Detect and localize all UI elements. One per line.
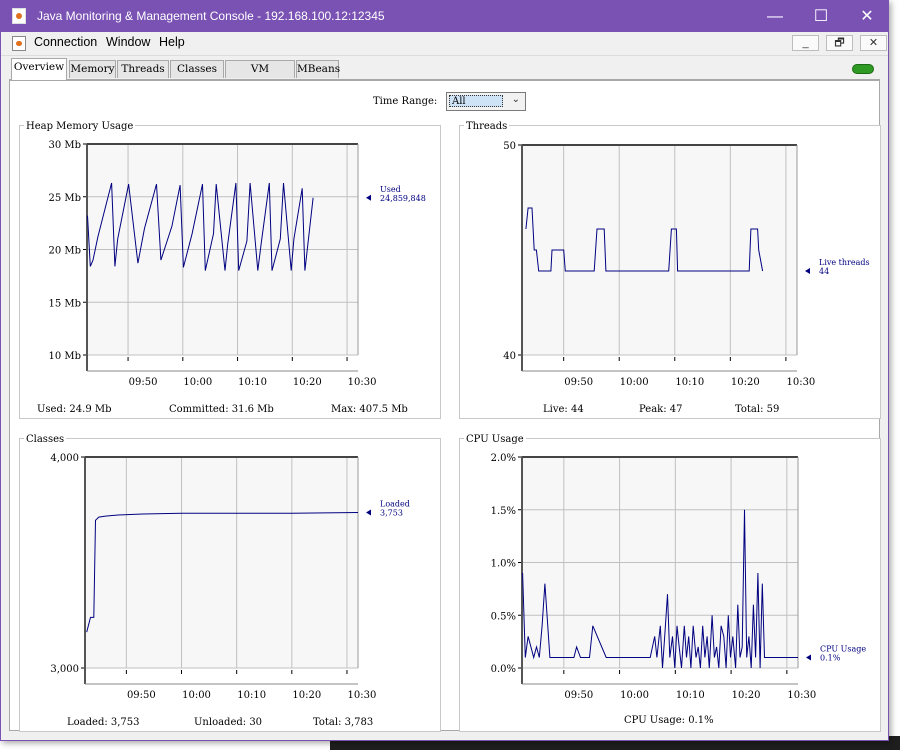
classes-chart: 4,000 3,000 09:50 10:00 10:10 10:20 10:30 Loade… [50,453,410,701]
menu-help[interactable]: Help [159,35,185,49]
cpu-x-tick-label: 10:30 [787,690,816,701]
threads-total-stat: Total: 59 [735,404,780,415]
cpu-legend-marker [806,654,811,661]
heap-y-tick-label: 30 Mb [48,140,81,151]
threads-legend-value: 44 [819,267,829,276]
classes-loaded-stat: Loaded: 3,753 [67,717,140,728]
threads-y-tick-label: 40 [503,351,516,362]
threads-series-line [525,207,764,272]
classes-x-tick-label: 10:20 [292,690,321,701]
heap-x-tick-label: 10:20 [293,377,322,388]
classes-x-tick-label: 10:30 [348,690,377,701]
classes-total-stat: Total: 3,783 [313,717,374,728]
cpu-x-tick-label: 10:20 [732,690,761,701]
chevron-down-icon[interactable]: ⌄ [511,94,520,105]
threads-plot-area [522,145,797,355]
heap-max-stat: Max: 407.5 Mb [331,404,408,415]
background-window-right [886,0,900,750]
classes-plot-area [85,457,358,668]
heap-chart: 30 Mb 25 Mb 20 Mb 15 Mb 10 Mb 09:50 10:00 10:10… [48,140,425,388]
threads-live-stat: Live: 44 [543,404,584,415]
threads-x-tick-label: 10:10 [675,377,704,388]
heap-y-tick-label: 20 Mb [48,246,81,257]
heap-x-tick-label: 09:50 [129,377,158,388]
time-range-label: Time Range: [373,96,438,107]
title-bar[interactable]: Java Monitoring & Management Console - 1… [1,1,888,32]
charts-canvas: 30 Mb 25 Mb 20 Mb 15 Mb 10 Mb 09:50 10:00 10:10… [48,140,869,701]
menu-window[interactable]: Window [106,35,151,49]
classes-legend-marker [366,509,371,516]
threads-x-tick-label: 10:00 [620,377,649,388]
heap-series-line [87,182,314,271]
tab-overview[interactable]: Overview [11,58,67,80]
cpu-x-tick-label: 10:10 [676,690,705,701]
menu-bar: Connection Window Help _ 🗗 ✕ [1,32,888,56]
cpu-legend-name: CPU Usage [820,644,866,653]
threads-y-tick-label: 50 [503,141,516,152]
time-range-select[interactable]: All ⌄ [446,92,526,111]
classes-x-tick-label: 10:10 [237,690,266,701]
heap-memory-title: Heap Memory Usage [24,121,136,133]
window-title: Java Monitoring & Management Console - 1… [37,9,385,23]
close-button[interactable]: ✕ [860,8,874,25]
cpu-y-tick-label: 2.0% [491,453,516,464]
threads-legend-name: Live threads [819,258,870,267]
threads-peak-stat: Peak: 47 [639,404,683,415]
threads-title: Threads [464,121,510,133]
heap-y-tick-label: 10 Mb [48,351,81,362]
tab-strip: Overview Memory Threads Classes VM Summa… [9,58,880,92]
jconsole-window: Java Monitoring & Management Console - 1… [0,0,889,741]
tab-mbeans[interactable]: MBeans [296,60,340,78]
cpu-y-tick-label: 1.5% [491,506,516,517]
threads-legend-marker [805,268,810,274]
cpu-y-tick-label: 0.5% [491,611,516,622]
tab-memory[interactable]: Memory [69,60,116,78]
threads-x-tick-label: 10:30 [786,377,815,388]
classes-title: Classes [24,434,67,446]
heap-legend-name: Used [380,185,401,194]
classes-legend-name: Loaded [380,499,410,508]
cpu-x-tick-label: 10:00 [620,690,649,701]
cpu-usage-stat: CPU Usage: 0.1% [624,715,714,726]
maximize-button[interactable]: ☐ [813,8,829,25]
heap-legend-marker [366,194,371,201]
cpu-chart: 2.0% 1.5% 1.0% 0.5% 0.0% 09:50 10:00 10:10 10:20… [491,453,867,701]
classes-legend-value: 3,753 [380,508,403,517]
classes-x-tick-label: 10:00 [182,690,211,701]
minimize-button[interactable]: — [767,8,783,25]
java-app-icon [12,8,26,24]
menu-connection[interactable]: Connection [34,35,98,49]
classes-y-tick-label: 4,000 [50,453,79,464]
classes-series-line [86,512,359,633]
internal-minimize-button[interactable]: _ [792,35,819,51]
tab-classes[interactable]: Classes [170,60,224,78]
heap-y-tick-label: 25 Mb [48,193,81,204]
heap-x-tick-label: 10:00 [183,377,212,388]
cpu-x-tick-label: 09:50 [564,690,593,701]
heap-committed-stat: Committed: 31.6 Mb [169,404,274,415]
heap-y-tick-label: 15 Mb [48,298,81,309]
time-range-value: All [449,95,503,107]
cpu-legend-value: 0.1% [820,653,841,662]
classes-y-tick-label: 3,000 [50,664,79,675]
heap-x-tick-label: 10:10 [238,377,267,388]
tab-threads[interactable]: Threads [117,60,169,78]
internal-restore-button[interactable]: 🗗 [826,35,853,51]
threads-x-tick-label: 09:50 [564,377,593,388]
threads-x-tick-label: 10:20 [731,377,760,388]
connection-status-icon [852,64,874,74]
heap-legend-value: 24,859,848 [380,194,426,203]
cpu-y-tick-label: 0.0% [491,664,516,675]
threads-chart: 50 40 09:50 10:00 10:10 10:20 10:30 Live thread… [503,141,869,388]
classes-unloaded-stat: Unloaded: 30 [194,717,263,728]
classes-x-tick-label: 09:50 [127,690,156,701]
cpu-series-line [522,509,798,669]
cpu-y-tick-label: 1.0% [491,559,516,570]
document-icon[interactable] [12,36,26,51]
cpu-usage-title: CPU Usage [464,434,526,446]
internal-close-button[interactable]: ✕ [860,35,887,51]
heap-x-tick-label: 10:30 [348,377,377,388]
heap-used-stat: Used: 24.9 Mb [37,404,112,415]
